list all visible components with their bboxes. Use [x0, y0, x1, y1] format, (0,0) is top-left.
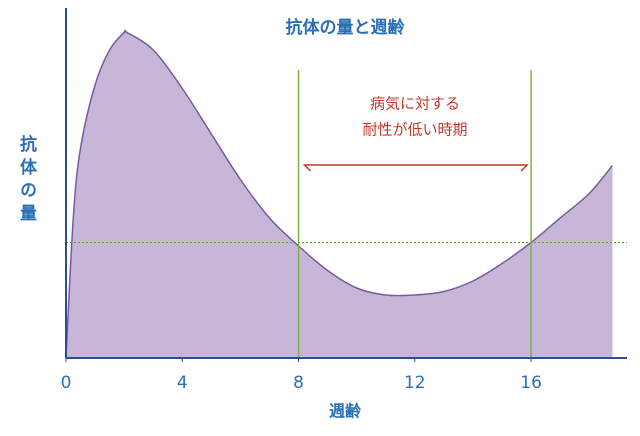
x-tick-label: 0 — [61, 373, 72, 393]
arrow — [302, 164, 529, 172]
x-axis-label: 週齢 — [329, 402, 362, 421]
annotation: 病気に対する — [370, 95, 460, 113]
x-tick-label: 12 — [404, 373, 426, 393]
line — [65, 29, 614, 359]
y-axis-label: 抗体の量 — [16, 134, 37, 227]
x-tick-label: 8 — [293, 373, 304, 393]
annotation: 耐性が低い時期 — [362, 121, 467, 139]
chart-title: 抗体の量と週齢 — [286, 17, 406, 38]
area — [66, 30, 613, 358]
x-tick-label: 4 — [177, 373, 188, 393]
x-tick-label: 16 — [520, 373, 542, 393]
